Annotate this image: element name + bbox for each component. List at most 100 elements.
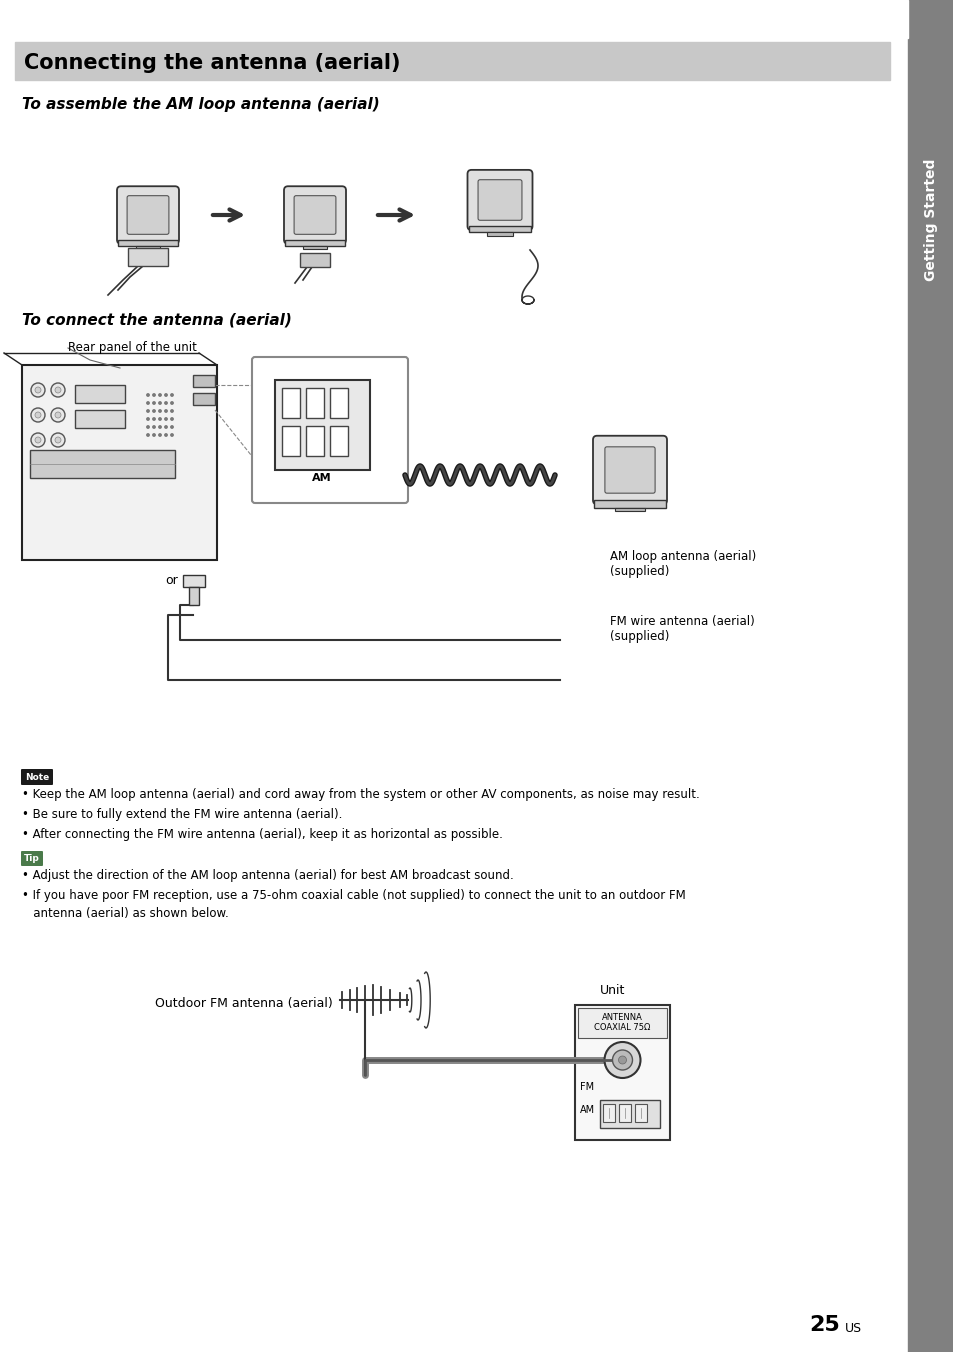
Text: AM: AM (579, 1105, 595, 1115)
Bar (306, 426, 324, 456)
Circle shape (158, 426, 161, 429)
Bar (0, 0, 907, 38)
Circle shape (158, 434, 161, 437)
Bar (75, 385, 125, 403)
Text: Rear panel of the unit: Rear panel of the unit (68, 342, 196, 354)
Bar (274, 380, 370, 470)
Bar (618, 1105, 630, 1122)
Bar (907, 0, 953, 1352)
Bar (30, 450, 174, 479)
Bar (635, 1105, 646, 1122)
Circle shape (147, 434, 149, 437)
Bar (75, 410, 125, 429)
Bar (602, 1105, 615, 1122)
Circle shape (171, 410, 173, 412)
Circle shape (152, 434, 155, 437)
Bar (306, 388, 324, 418)
Bar (285, 239, 344, 246)
Bar (468, 226, 531, 233)
Circle shape (165, 402, 167, 404)
Text: antenna (aerial) as shown below.: antenna (aerial) as shown below. (22, 907, 229, 919)
Circle shape (165, 393, 167, 396)
Bar (128, 247, 168, 266)
Circle shape (171, 418, 173, 420)
Circle shape (30, 383, 45, 397)
Circle shape (158, 418, 161, 420)
Circle shape (171, 402, 173, 404)
Circle shape (618, 1056, 626, 1064)
Text: or: or (165, 573, 177, 587)
Circle shape (35, 437, 41, 443)
Circle shape (35, 387, 41, 393)
FancyBboxPatch shape (21, 850, 43, 867)
Text: To assemble the AM loop antenna (aerial): To assemble the AM loop antenna (aerial) (22, 97, 379, 112)
Text: FM: FM (579, 1082, 594, 1092)
Bar (578, 1009, 666, 1038)
Bar (593, 500, 665, 507)
Circle shape (51, 383, 65, 397)
Bar (183, 575, 205, 587)
Text: • Be sure to fully extend the FM wire antenna (aerial).: • Be sure to fully extend the FM wire an… (22, 808, 342, 821)
Circle shape (51, 408, 65, 422)
Circle shape (158, 402, 161, 404)
Text: • After connecting the FM wire antenna (aerial), keep it as horizontal as possib: • After connecting the FM wire antenna (… (22, 827, 502, 841)
Circle shape (147, 410, 149, 412)
FancyBboxPatch shape (604, 446, 655, 493)
Circle shape (55, 412, 61, 418)
Text: Outdoor FM antenna (aerial): Outdoor FM antenna (aerial) (154, 996, 333, 1010)
Bar (330, 388, 348, 418)
Circle shape (152, 402, 155, 404)
Circle shape (30, 433, 45, 448)
Bar (599, 1101, 659, 1128)
FancyBboxPatch shape (467, 170, 532, 230)
Circle shape (165, 426, 167, 429)
Circle shape (55, 387, 61, 393)
Bar (282, 388, 299, 418)
Text: • If you have poor FM reception, use a 75-ohm coaxial cable (not supplied) to co: • If you have poor FM reception, use a 7… (22, 890, 685, 902)
FancyBboxPatch shape (284, 187, 346, 243)
Text: • Adjust the direction of the AM loop antenna (aerial) for best AM broadcast sou: • Adjust the direction of the AM loop an… (22, 869, 514, 882)
Circle shape (171, 426, 173, 429)
Bar (330, 426, 348, 456)
Bar (299, 253, 330, 266)
Circle shape (165, 418, 167, 420)
Circle shape (147, 402, 149, 404)
Text: 25: 25 (808, 1315, 840, 1334)
FancyBboxPatch shape (593, 435, 666, 504)
Text: Unit: Unit (599, 983, 625, 996)
Circle shape (51, 433, 65, 448)
FancyBboxPatch shape (252, 357, 408, 503)
Text: To connect the antenna (aerial): To connect the antenna (aerial) (22, 312, 292, 327)
Circle shape (158, 410, 161, 412)
Circle shape (147, 418, 149, 420)
Text: Tip: Tip (24, 854, 40, 863)
Circle shape (171, 434, 173, 437)
FancyBboxPatch shape (477, 180, 521, 220)
Text: COAXIAL 75Ω: COAXIAL 75Ω (594, 1023, 650, 1033)
Circle shape (165, 410, 167, 412)
Bar (487, 233, 512, 235)
Circle shape (152, 410, 155, 412)
Circle shape (612, 1051, 632, 1069)
Circle shape (158, 393, 161, 396)
FancyBboxPatch shape (117, 187, 179, 243)
Circle shape (35, 412, 41, 418)
FancyBboxPatch shape (127, 196, 169, 234)
Bar (303, 246, 327, 249)
FancyBboxPatch shape (21, 769, 53, 786)
Text: Note: Note (25, 772, 49, 781)
Bar (15, 42, 889, 80)
Bar (282, 426, 299, 456)
Bar (189, 587, 199, 604)
Circle shape (171, 393, 173, 396)
Circle shape (604, 1042, 639, 1078)
Bar (193, 393, 214, 406)
Circle shape (165, 434, 167, 437)
Text: FM wire antenna (aerial)
(supplied): FM wire antenna (aerial) (supplied) (609, 615, 754, 644)
Bar (118, 239, 177, 246)
Text: • Keep the AM loop antenna (aerial) and cord away from the system or other AV co: • Keep the AM loop antenna (aerial) and … (22, 788, 699, 800)
Text: Getting Started: Getting Started (923, 158, 937, 281)
Text: US: US (844, 1321, 862, 1334)
Circle shape (152, 393, 155, 396)
Circle shape (147, 426, 149, 429)
